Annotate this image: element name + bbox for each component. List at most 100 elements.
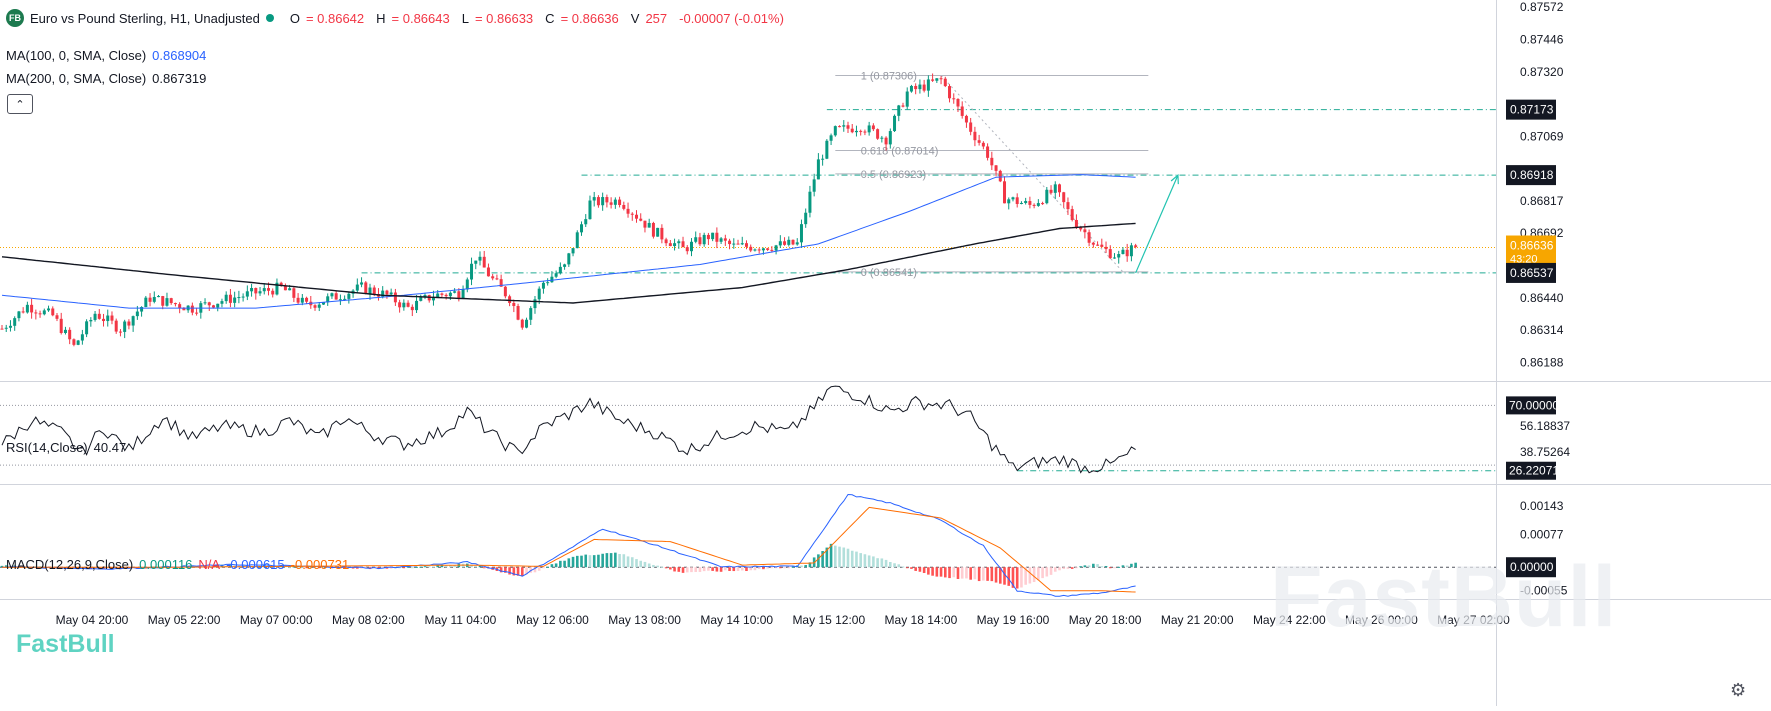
candle-up — [541, 282, 545, 289]
candle-down — [969, 122, 973, 132]
price-tag-label: 0.87173 — [1510, 103, 1554, 117]
candle-up — [85, 321, 89, 335]
macd-hist-bar — [630, 557, 634, 568]
macd-hist-bar — [635, 559, 638, 568]
candle-down — [1096, 244, 1100, 246]
macd-na: N/A — [198, 557, 221, 572]
time-axis-label: May 08 02:00 — [332, 613, 405, 627]
candle-up — [580, 224, 584, 233]
macd-hist-bar — [884, 559, 888, 568]
candle-up — [89, 319, 93, 322]
candle-down — [1104, 246, 1108, 250]
fastbull-logo: FastBull — [16, 630, 115, 658]
macd-hist-bar — [952, 567, 956, 578]
macd-hist-bar — [423, 566, 427, 568]
macd-hist-bar — [550, 564, 554, 568]
candle-up — [135, 311, 139, 317]
candle-down — [491, 276, 495, 279]
candle-up — [47, 308, 51, 311]
macd-hist-bar — [119, 567, 122, 570]
candle-up — [140, 306, 144, 312]
macd-hist-bar — [47, 567, 50, 569]
open-label: O — [289, 10, 300, 26]
candle-down — [1091, 242, 1095, 245]
candle-up — [888, 131, 892, 145]
candle-down — [998, 170, 1002, 182]
macd-hist-bar — [542, 567, 545, 569]
macd-hist-bar — [660, 566, 664, 568]
candle-up — [821, 158, 825, 160]
macd-hist-bar — [829, 543, 833, 568]
candle-down — [178, 304, 182, 309]
price-tag — [1506, 99, 1556, 120]
candle-up — [1045, 189, 1049, 204]
macd-legend[interactable]: MACD(12,26,9,Close) 0.000116 N/A -0.0006… — [6, 557, 349, 572]
macd-hist-bar — [592, 555, 596, 568]
candle-down — [1062, 192, 1066, 203]
candle-down — [118, 331, 122, 333]
candle-down — [520, 319, 524, 328]
market-status-dot-icon — [265, 14, 274, 22]
macd-hist-bar — [960, 567, 964, 579]
candle-up — [343, 298, 347, 300]
macd-hist-bar — [935, 567, 939, 577]
candle-up — [613, 199, 617, 205]
candle-down — [334, 293, 338, 300]
macd-hist-bar — [313, 566, 317, 568]
candle-down — [931, 79, 935, 81]
chevron-up-icon: ⌃ — [15, 98, 25, 111]
candle-up — [732, 243, 736, 245]
macd-hist-bar — [351, 567, 355, 569]
macd-hist-bar — [127, 567, 131, 569]
macd-hist-bar — [601, 553, 604, 568]
candle-down — [279, 282, 283, 286]
candle-up — [702, 234, 706, 245]
candle-down — [596, 197, 600, 206]
candle-down — [643, 220, 647, 228]
macd-hist-bar — [402, 567, 406, 569]
macd-hist-bar — [770, 567, 774, 569]
gear-icon[interactable]: ⚙ — [1730, 680, 1747, 700]
rsi-line — [1, 385, 1136, 474]
candle-up — [893, 115, 897, 132]
macd-hist-bar — [537, 567, 541, 571]
candle-down — [922, 84, 926, 91]
macd-hist-bar — [690, 567, 693, 573]
candle-up — [799, 224, 803, 243]
macd-hist-bar — [652, 564, 655, 568]
candle-down — [668, 243, 672, 247]
time-axis-label: May 13 08:00 — [608, 613, 681, 627]
macd-hist-bar — [575, 555, 579, 568]
candle-down — [1028, 201, 1032, 205]
ma200-value: 0.867319 — [152, 71, 207, 86]
candle-down — [791, 239, 795, 245]
macd-hist-bar — [728, 567, 731, 571]
candle-up — [165, 298, 169, 306]
price-axis-label: 0.87446 — [1520, 33, 1564, 47]
symbol-badge: FB — [6, 9, 24, 27]
candle-down — [364, 282, 368, 294]
macd-hist-bar — [647, 563, 651, 568]
candle-down — [114, 320, 118, 332]
candle-up — [80, 334, 84, 341]
ma200-legend[interactable]: MA(200, 0, SMA, Close) 0.867319 — [6, 71, 206, 86]
rsi-legend[interactable]: RSI(14,Close) 40.47 — [6, 440, 126, 455]
macd-hist-bar — [973, 567, 977, 580]
ma100-legend[interactable]: MA(100, 0, SMA, Close) 0.868904 — [6, 48, 206, 63]
candle-down — [635, 214, 638, 219]
candle-up — [42, 310, 46, 315]
candle-down — [1049, 189, 1053, 193]
macd-signal-value: -0.000615 — [226, 557, 285, 572]
candle-down — [102, 318, 106, 322]
macd-hist-bar — [1007, 567, 1011, 586]
collapse-legend-button[interactable]: ⌃ — [7, 94, 33, 114]
macd-hist-bar — [724, 567, 727, 571]
macd-hist-bar — [732, 567, 736, 572]
candle-up — [237, 297, 241, 299]
candle-up — [317, 304, 321, 308]
low-value: = 0.86633 — [474, 10, 534, 26]
price-tag — [1506, 262, 1556, 283]
macd-axis-label: -0.00055 — [1520, 584, 1568, 598]
